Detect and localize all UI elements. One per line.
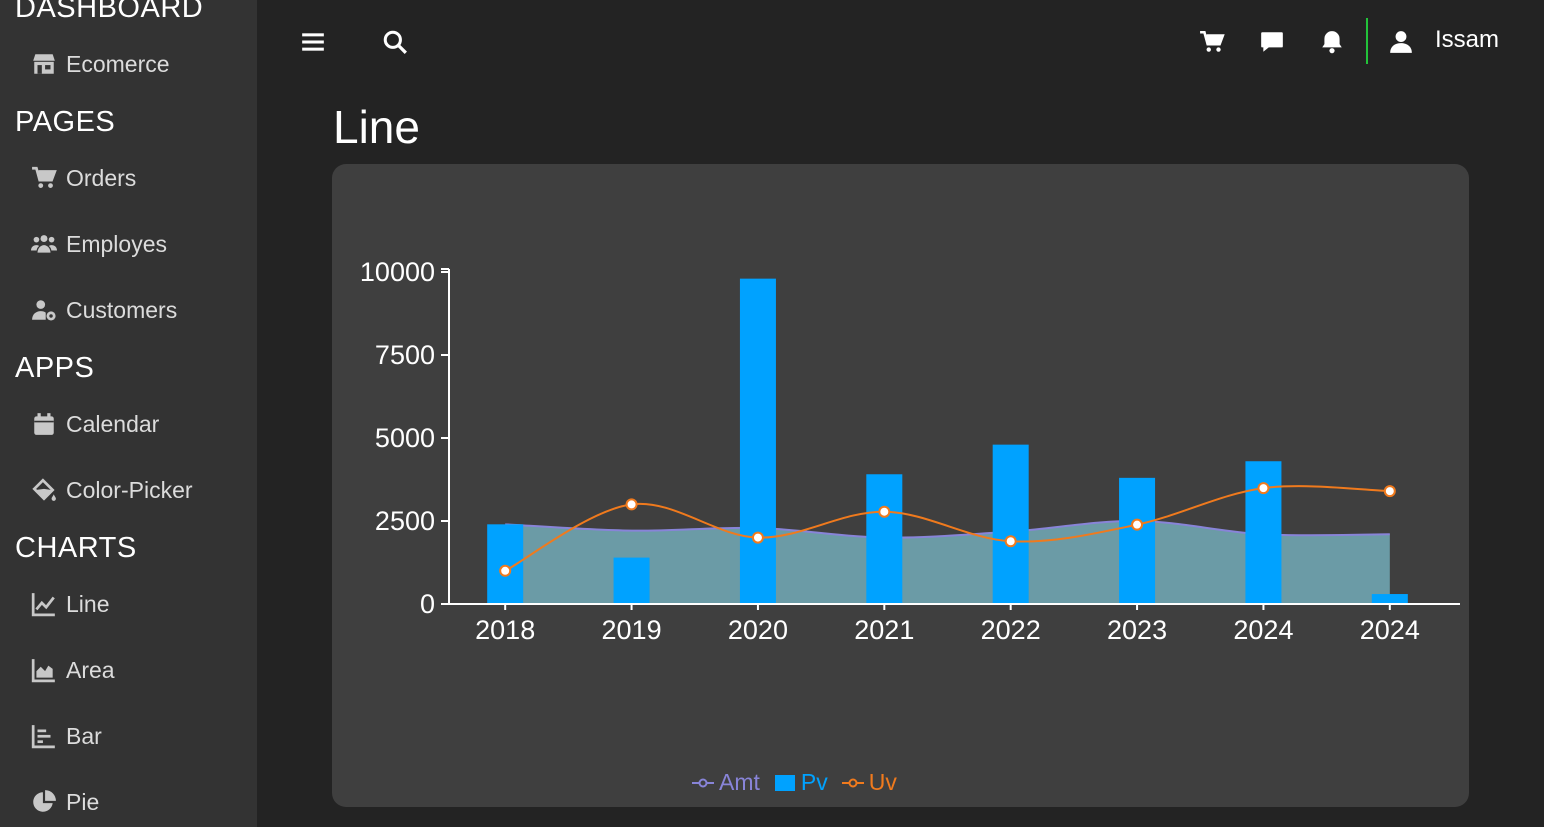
sidebar-item-color-picker[interactable]: Color-Picker [30, 474, 193, 506]
composed-chart: 0 2500 5000 7500 10000 2018 2019 2020 2021 2022 20… [360, 257, 1460, 645]
x-tick-label: 2018 [475, 615, 535, 645]
legend-item-amt[interactable]: Amt [692, 769, 760, 796]
legend-label: Uv [868, 769, 897, 795]
sidebar-item-label: Employes [66, 230, 167, 257]
sidebar-item-label: Calendar [66, 410, 160, 437]
pv-bar [866, 474, 903, 604]
legend-label: Pv [800, 769, 828, 795]
y-tick-label: 5000 [375, 423, 435, 453]
sidebar-item-label: Customers [66, 296, 178, 323]
page-title: Line [333, 101, 420, 153]
sidebar-item-calendar[interactable]: Calendar [30, 408, 159, 440]
x-tick-label: 2024 [1233, 615, 1293, 645]
legend-line-marker-icon [841, 778, 864, 787]
x-tick-label: 2023 [1107, 615, 1167, 645]
uv-point [1257, 482, 1270, 495]
uv-point [1004, 535, 1017, 548]
legend-square-marker-icon [774, 774, 795, 791]
chat-icon[interactable] [1257, 27, 1287, 57]
sidebar: DASHBOARD Ecomerce PAGES Orders Employes… [0, 0, 257, 827]
sidebar-item-area[interactable]: Area [30, 654, 115, 686]
x-tick-label: 2021 [854, 615, 914, 645]
pie-chart-icon [30, 788, 58, 816]
amt-area [505, 520, 1390, 604]
pv-bar [1119, 477, 1156, 604]
section-title-charts: CHARTS [15, 532, 137, 564]
calendar-icon [30, 410, 58, 438]
x-tick-label: 2020 [728, 615, 788, 645]
line-chart-icon [30, 590, 58, 618]
sidebar-item-label: Orders [66, 164, 137, 191]
chart-card: 0 2500 5000 7500 10000 2018 2019 2020 2021 2022 20… [332, 164, 1469, 807]
uv-point [1131, 518, 1144, 531]
menu-icon[interactable] [298, 27, 328, 57]
x-tick-label: 2019 [602, 615, 662, 645]
search-icon[interactable] [380, 27, 410, 57]
sidebar-item-label: Line [66, 590, 110, 617]
area-chart-icon [30, 656, 58, 684]
sidebar-item-label: Color-Picker [66, 476, 193, 503]
section-title-apps: APPS [15, 352, 95, 384]
sidebar-item-employes[interactable]: Employes [30, 228, 167, 260]
x-tick-label: 2024 [1360, 615, 1420, 645]
header-divider [1366, 18, 1368, 64]
store-icon [30, 50, 58, 78]
bell-icon[interactable] [1317, 27, 1347, 57]
legend-item-uv[interactable]: Uv [841, 769, 897, 796]
cart-icon [30, 164, 58, 192]
pv-bar [739, 278, 776, 604]
uv-point [878, 505, 891, 518]
top-header: Issam [257, 0, 1544, 82]
sidebar-item-ecomerce[interactable]: Ecomerce [30, 48, 170, 80]
sidebar-item-pie[interactable]: Pie [30, 786, 99, 818]
uv-point [751, 531, 764, 544]
legend-item-pv[interactable]: Pv [774, 769, 828, 796]
pv-bar [992, 444, 1029, 604]
pv-bar [1371, 594, 1408, 604]
y-tick-label: 0 [420, 589, 435, 619]
y-tick-label: 7500 [375, 340, 435, 370]
sidebar-item-label: Area [66, 656, 115, 683]
cart-icon[interactable] [1197, 27, 1227, 57]
y-tick-label: 2500 [375, 506, 435, 536]
y-tick-label: 10000 [360, 257, 435, 287]
uv-point [499, 564, 512, 577]
legend-label: Amt [719, 769, 760, 795]
sidebar-item-label: Pie [66, 788, 100, 815]
chart-legend: Amt Pv Uv [692, 769, 897, 796]
sidebar-item-line[interactable]: Line [30, 588, 109, 620]
sidebar-item-label: Bar [66, 722, 102, 749]
legend-line-marker-icon [692, 778, 714, 787]
x-tick-label: 2022 [981, 615, 1041, 645]
sidebar-item-bar[interactable]: Bar [30, 720, 102, 752]
user-icon[interactable] [1386, 27, 1416, 57]
paint-bucket-icon [30, 476, 58, 504]
user-name[interactable]: Issam [1435, 26, 1500, 53]
uv-point [625, 498, 638, 511]
uv-point [1383, 485, 1396, 498]
sidebar-item-label: Ecomerce [66, 50, 170, 77]
sidebar-item-customers[interactable]: Customers [30, 294, 177, 326]
pv-bar [613, 557, 650, 604]
section-title-dashboard: DASHBOARD [15, 0, 204, 24]
bar-chart-icon [30, 722, 58, 750]
users-icon [30, 230, 58, 258]
section-title-pages: PAGES [15, 106, 116, 138]
user-gear-icon [30, 296, 58, 324]
sidebar-item-orders[interactable]: Orders [30, 162, 136, 194]
